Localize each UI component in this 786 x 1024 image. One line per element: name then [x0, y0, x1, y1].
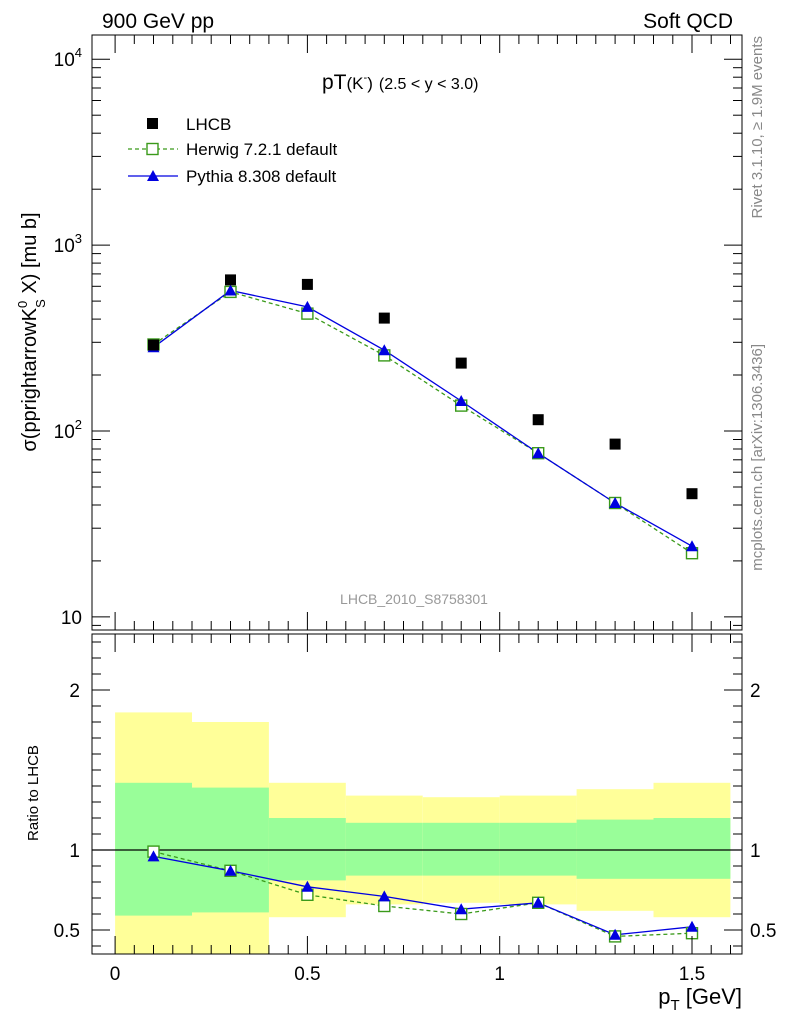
legend: LHCB Herwig 7.2.1 default Pythia 8.308 d… — [128, 115, 337, 186]
title-range: (2.5 < y < 3.0) — [379, 76, 479, 93]
x-tick-label: 0.5 — [294, 964, 320, 985]
y-tick-exponent: 2 — [75, 417, 82, 432]
header-energy-label: 900 GeV pp — [102, 10, 214, 33]
analysis-watermark: LHCB_2010_S8758301 — [340, 591, 488, 607]
lhcb-data-point — [378, 312, 390, 324]
ratio-uncertainty-band-inner — [268, 818, 346, 881]
lhcb-data-point — [609, 438, 621, 450]
ratio-y-tick-label-right: 0.5 — [750, 921, 776, 942]
ratio-uncertainty-band-inner — [499, 822, 577, 876]
legend-label-lhcb: LHCB — [186, 115, 231, 134]
lhcb-data-point — [301, 278, 313, 290]
ratio-herwig-point — [378, 899, 391, 913]
ratio-uncertainty-band-inner — [345, 822, 423, 876]
ratio-y-tick-label-left: 1 — [69, 841, 80, 862]
ratio-pythia-point — [301, 880, 314, 892]
main-y-tick-label: 104 — [54, 45, 82, 71]
main-series-layer — [147, 274, 699, 560]
legend-label-pythia: Pythia 8.308 default — [186, 167, 337, 186]
x-axis-label: pT [GeV] — [658, 984, 742, 1014]
ratio-pythia-point — [455, 903, 468, 915]
lhcb-data-point — [686, 488, 698, 500]
ratio-herwig-line — [153, 850, 693, 938]
y-tick-base: 10 — [54, 236, 75, 257]
legend-marker-herwig — [146, 142, 159, 156]
x-tick-label: 1.5 — [679, 964, 705, 985]
x-tick-label: 0 — [110, 964, 121, 985]
title-main: pT — [322, 71, 347, 94]
ratio-y-tick-label-left: 2 — [69, 681, 80, 702]
legend-marker-lhcb — [147, 118, 158, 129]
header-category-label: Soft QCD — [643, 10, 733, 33]
ratio-uncertainty-band-inner — [576, 819, 654, 879]
lhcb-data-point — [455, 357, 467, 369]
pythia-point — [455, 395, 468, 406]
lhcb-data-point — [225, 274, 236, 286]
ylabel-sub: S — [33, 299, 48, 308]
pythia-point — [378, 344, 391, 356]
lhcb-data-point — [532, 414, 544, 426]
x-tick-label: 1 — [494, 964, 505, 985]
title-particle: (K — [347, 74, 365, 93]
ratio-bands-layer — [92, 712, 742, 954]
ratio-uncertainty-band-inner — [653, 818, 731, 879]
main-y-tick-label: 103 — [54, 231, 82, 257]
legend-label-herwig: Herwig 7.2.1 default — [186, 140, 337, 159]
pythia-point — [301, 300, 314, 312]
main-y-tick-label: 102 — [54, 417, 82, 443]
mcplots-label: mcplots.cern.ch [arXiv:1306.3436] — [749, 344, 766, 571]
y-tick-base: 10 — [54, 422, 75, 443]
xlabel-main: p — [658, 984, 670, 1009]
title-particle-sup: - — [364, 72, 368, 84]
ratio-pythia-point — [224, 864, 237, 876]
pythia-point — [224, 284, 237, 296]
ratio-y-tick-label-right: 1 — [750, 841, 761, 862]
main-ticks — [92, 35, 742, 630]
ratio-panel: 0.5 0.5 1 1 2 2 0 0.5 1 1.5 Ratio to LHCB pT [GeV… — [25, 633, 777, 1014]
legend-marker-pythia — [147, 170, 159, 181]
ratio-y-axis-label: Ratio to LHCB — [25, 745, 42, 841]
ratio-y-tick-label-right: 2 — [750, 681, 761, 702]
ylabel-b: X) [mu b] — [19, 212, 41, 299]
ylabel-a: σ(pprightarrowK — [19, 307, 41, 451]
xlabel-sub: T — [670, 997, 679, 1014]
ratio-pythia-line — [153, 855, 693, 936]
ratio-pythia-point — [532, 896, 545, 908]
ratio-uncertainty-band-inner — [422, 822, 500, 876]
y-tick-exponent: 4 — [75, 45, 82, 60]
herwig-line — [153, 291, 693, 554]
ratio-series-layer — [147, 845, 699, 943]
pythia-point — [609, 497, 622, 508]
ratio-pythia-point — [686, 920, 698, 932]
ratio-tick-labels: 0.5 0.5 1 1 2 2 0 0.5 1 1.5 — [54, 681, 777, 985]
main-y-tick-label: 10 — [61, 608, 82, 629]
xlabel-unit: [GeV] — [680, 984, 742, 1009]
main-plot-frame — [91, 34, 743, 631]
main-title: pT(K-) (2.5 < y < 3.0) — [322, 71, 478, 94]
main-y-axis-label: σ(pprightarrowK0 S X) [mu b] — [15, 212, 48, 451]
ratio-ticks — [92, 634, 742, 954]
lhcb-data-point — [148, 339, 159, 351]
ylabel-sup: 0 — [15, 301, 30, 308]
pythia-line — [153, 289, 693, 547]
ratio-y-tick-label-left: 0.5 — [54, 921, 80, 942]
ratio-pythia-point — [147, 850, 160, 862]
ratio-plot-frame — [91, 633, 743, 955]
rivet-version-label: Rivet 3.1.10, ≥ 1.9M events — [749, 36, 766, 219]
y-tick-exponent: 3 — [75, 231, 82, 246]
pythia-point — [686, 540, 698, 552]
ratio-pythia-point — [609, 928, 622, 940]
pythia-point — [532, 447, 545, 459]
title-particle-close: ) — [367, 74, 373, 93]
ratio-pythia-point — [378, 890, 391, 902]
y-tick-base: 10 — [54, 50, 75, 71]
